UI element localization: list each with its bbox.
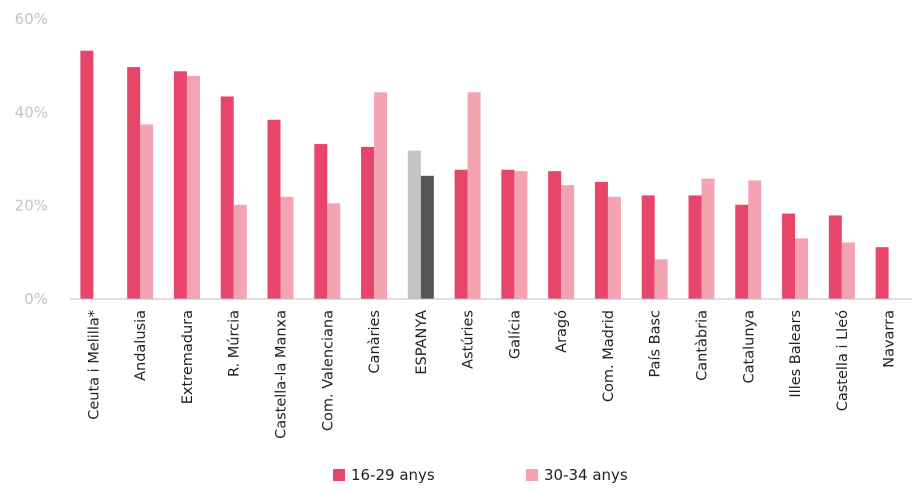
bar-16-29 xyxy=(875,247,889,299)
legend-item-16-29: 16-29 anys xyxy=(333,466,435,484)
bar-30-34 xyxy=(514,171,528,299)
bar-16-29 xyxy=(548,171,562,299)
bar-30-34 xyxy=(280,196,294,299)
bar-30-34 xyxy=(420,175,434,299)
category-label: Cantàbria xyxy=(695,310,711,381)
category-label: Castella-la Manxa xyxy=(274,310,290,439)
bar-16-29 xyxy=(735,204,749,299)
legend-label: 30-34 anys xyxy=(544,466,628,484)
bar-30-34 xyxy=(467,92,481,300)
y-tick-label: 0% xyxy=(24,290,48,308)
category-label: Castella i Lleó xyxy=(835,310,851,411)
bar-30-34 xyxy=(327,203,341,299)
bar-30-34 xyxy=(607,196,621,299)
bar-30-34 xyxy=(186,75,200,300)
bar-16-29 xyxy=(782,213,796,299)
category-label: Aragó xyxy=(554,310,570,353)
category-label: Ceuta i Melilla* xyxy=(86,310,102,420)
bar-chart: 0% 20% 40% 60% Ceuta i Melilla* Andalusia Ext… xyxy=(15,10,912,439)
bar-30-34 xyxy=(233,204,247,299)
legend: 16-29 anys 30-34 anys xyxy=(0,466,919,488)
y-axis-ticks: 0% 20% 40% 60% xyxy=(15,10,48,308)
bar-30-34 xyxy=(701,178,715,299)
bar-16-29 xyxy=(688,195,702,299)
bar-16-29 xyxy=(361,146,375,299)
category-label: Com. Valenciana xyxy=(320,310,336,431)
bar-16-29 xyxy=(173,71,187,300)
y-tick-label: 20% xyxy=(15,197,48,215)
bar-16-29 xyxy=(314,144,328,299)
bar-30-34 xyxy=(795,238,809,299)
bar-16-29 xyxy=(407,150,421,299)
bar-16-29 xyxy=(220,96,234,299)
category-label: Andalusia xyxy=(133,310,149,381)
legend-swatch xyxy=(333,469,345,481)
bar-30-34 xyxy=(374,92,388,300)
bar-16-29 xyxy=(267,119,281,299)
bar-16-29 xyxy=(641,195,655,299)
legend-item-30-34: 30-34 anys xyxy=(526,466,628,484)
y-tick-label: 40% xyxy=(15,103,48,121)
bar-16-29 xyxy=(828,215,842,299)
bar-16-29 xyxy=(501,169,515,299)
bar-16-29 xyxy=(454,169,468,299)
bar-30-34 xyxy=(654,259,668,299)
bar-16-29 xyxy=(80,50,94,300)
category-label: Illes Balears xyxy=(788,310,804,398)
y-tick-label: 60% xyxy=(15,10,48,28)
bar-16-29 xyxy=(594,181,608,299)
category-label: Galícia xyxy=(507,310,523,359)
bar-30-34 xyxy=(561,185,575,299)
category-label: País Basc xyxy=(648,310,664,378)
category-label: R. Múrcia xyxy=(227,310,243,377)
bar-30-34 xyxy=(841,242,855,299)
bars xyxy=(80,50,889,300)
bar-16-29 xyxy=(127,67,141,299)
category-label: Canàries xyxy=(367,310,383,374)
category-labels: Ceuta i Melilla* Andalusia Extremadura R. M… xyxy=(86,310,897,439)
category-label: Catalunya xyxy=(741,310,757,383)
legend-label: 16-29 anys xyxy=(351,466,435,484)
bar-30-34 xyxy=(140,124,154,299)
category-label: Astúries xyxy=(461,310,477,369)
category-label: Com. Madrid xyxy=(601,310,617,402)
category-label: Navarra xyxy=(882,310,898,368)
category-label: Extremadura xyxy=(180,310,196,404)
bar-30-34 xyxy=(748,180,762,299)
category-label: ESPANYA xyxy=(414,310,430,375)
legend-swatch xyxy=(526,469,538,481)
